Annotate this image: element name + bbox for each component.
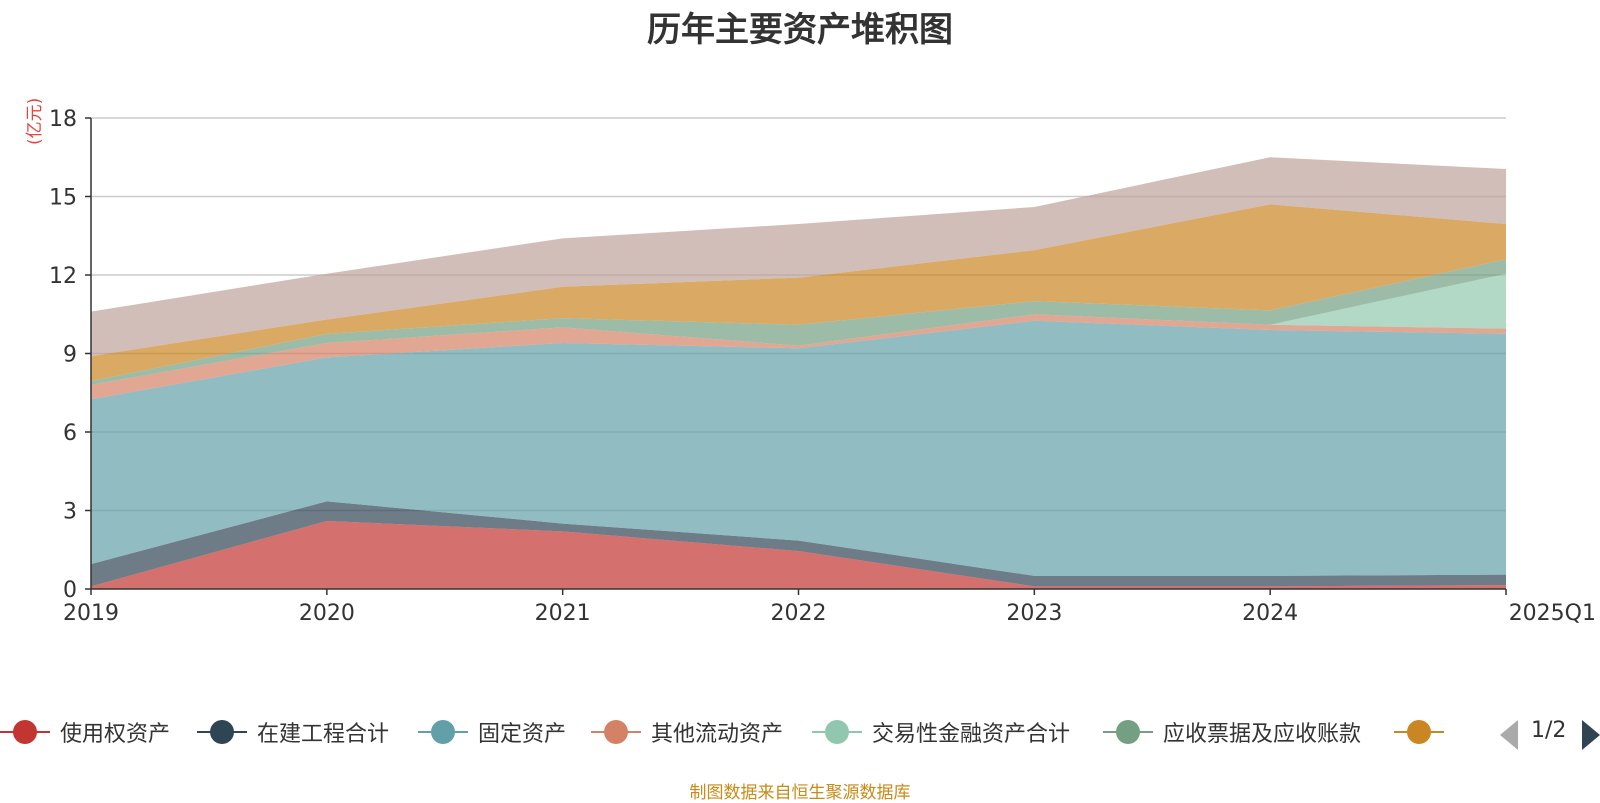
area-series-7	[91, 204, 1506, 381]
legend-item-trading-financial-assets[interactable]: 交易性金融资产合计	[812, 712, 1070, 752]
legend-item-fixed-assets[interactable]: 固定资产	[418, 712, 566, 752]
legend-item-notes-and-accounts-receivable[interactable]: 应收票据及应收账款	[1103, 712, 1361, 752]
y-tick-label: 18	[49, 107, 77, 132]
legend-item-7[interactable]	[1394, 712, 1454, 752]
legend-label: 使用权资产	[60, 722, 171, 747]
y-tick-label: 0	[63, 578, 77, 603]
area-series-6	[91, 259, 1506, 385]
legend-item-right-of-use-assets[interactable]: 使用权资产	[0, 712, 170, 752]
chart-legend: 使用权资产 在建工程合计 固定资产 其他流动资产 交易性金融资产合计 应收票据及…	[0, 712, 1600, 752]
y-tick-label: 6	[63, 421, 77, 446]
legend-marker-icon	[812, 720, 862, 744]
area-series-4	[91, 314, 1506, 400]
axes: 0 3 6 9 12 15 18 2019 2020 2021 2022 2023 2024 2025Q1	[49, 107, 1596, 626]
legend-marker-icon	[197, 720, 247, 744]
legend-prev-page-icon[interactable]	[1500, 720, 1518, 750]
x-tick-label: 2020	[299, 601, 355, 626]
legend-item-other-current-assets[interactable]: 其他流动资产	[591, 712, 783, 752]
legend-marker-icon	[1394, 720, 1444, 744]
y-tick-label: 9	[63, 343, 77, 368]
y-tick-label: 12	[49, 264, 77, 289]
area-series-1	[91, 520, 1506, 589]
legend-label: 应收票据及应收账款	[1163, 722, 1362, 747]
area-series-3	[91, 320, 1506, 576]
chart-title: 历年主要资产堆积图	[647, 10, 953, 50]
legend-marker-icon	[1103, 720, 1153, 744]
y-tick-label: 15	[49, 186, 77, 211]
legend-label: 其他流动资产	[651, 722, 784, 747]
x-tick-label: 2025Q1	[1509, 601, 1596, 626]
data-source-note: 制图数据来自恒生聚源数据库	[689, 783, 911, 803]
area-series-2	[91, 501, 1506, 587]
x-tick-label: 2022	[771, 601, 827, 626]
y-tick-label: 3	[63, 500, 77, 525]
area-series-8	[91, 157, 1506, 357]
legend-marker-icon	[0, 720, 50, 744]
x-tick-label: 2023	[1006, 601, 1062, 626]
x-tick-label: 2019	[63, 601, 119, 626]
legend-label: 在建工程合计	[257, 722, 390, 747]
x-tick-label: 2024	[1242, 601, 1298, 626]
legend-marker-icon	[591, 720, 641, 744]
x-tick-label: 2021	[535, 601, 591, 626]
legend-next-page-icon[interactable]	[1582, 720, 1600, 750]
legend-page-indicator: 1/2	[1531, 718, 1567, 743]
legend-item-construction-in-progress[interactable]: 在建工程合计	[197, 712, 389, 752]
legend-marker-icon	[418, 720, 468, 744]
area-series	[91, 157, 1506, 589]
legend-label: 固定资产	[478, 722, 567, 747]
legend-label: 交易性金融资产合计	[872, 722, 1071, 747]
